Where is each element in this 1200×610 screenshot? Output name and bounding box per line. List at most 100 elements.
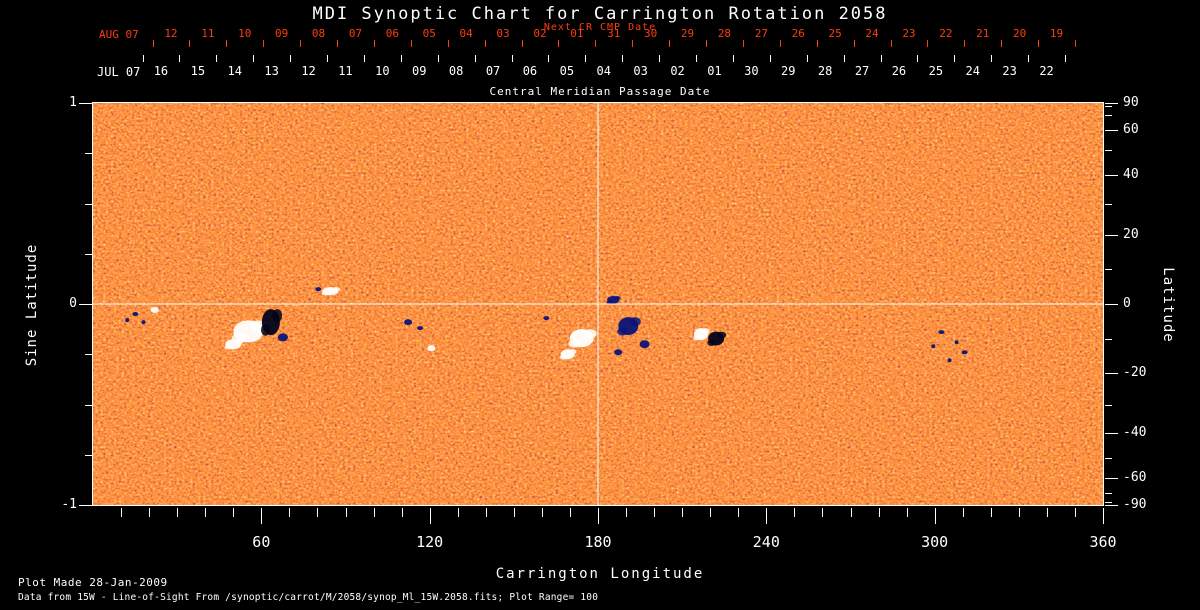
- active-region-navy: [141, 320, 146, 325]
- cmp-day-tick: [843, 55, 845, 62]
- cmp-day-tick: [917, 55, 919, 62]
- next-cr-day-tick: [779, 40, 781, 47]
- next-cr-day-tick: [484, 40, 486, 47]
- latitude-tick-label: 20: [1123, 227, 1139, 243]
- magnetogram-heatmap: [93, 103, 1103, 505]
- next-cr-day-tick: [669, 40, 671, 47]
- longitude-tick: [850, 508, 852, 517]
- data-source-note: Data from 15W - Line-of-Sight From /syno…: [18, 592, 599, 603]
- active-region-navy: [606, 300, 613, 305]
- latitude-tick-label: -90: [1123, 497, 1147, 512]
- active-region-black: [260, 324, 270, 336]
- latitude-tick-label: -40: [1123, 425, 1147, 441]
- next-cr-day-tick: [521, 40, 523, 47]
- next-cr-date-label: 05: [422, 27, 436, 40]
- cmp-date-label: 24: [965, 64, 980, 78]
- cmp-date-label: 26: [891, 64, 907, 78]
- cmp-date-label: 15: [190, 64, 206, 78]
- cmp-date-label: 16: [153, 64, 169, 78]
- cmp-date-label: 29: [781, 64, 796, 78]
- cmp-date-label: 02: [670, 64, 685, 78]
- cmp-date-label: 27: [854, 64, 870, 78]
- cmp-date-label: 23: [1002, 64, 1017, 78]
- next-cr-date-label: 01: [570, 27, 584, 40]
- cmp-day-tick: [474, 55, 476, 62]
- longitude-tick: [766, 508, 768, 524]
- longitude-tick-label: 180: [584, 533, 612, 551]
- longitude-tick: [345, 508, 347, 517]
- latitude-tick: [1105, 433, 1118, 435]
- next-cr-day-tick: [263, 40, 265, 47]
- longitude-tick: [1018, 508, 1020, 517]
- active-region-white: [568, 349, 577, 355]
- latitude-tick: [1105, 372, 1118, 374]
- sine-latitude-minor-tick: [85, 203, 92, 205]
- next-cr-date-label: 24: [865, 27, 879, 40]
- longitude-tick: [289, 508, 291, 517]
- longitude-tick: [962, 508, 964, 517]
- sine-latitude-tick-label: 0: [69, 296, 77, 311]
- next-cr-day-tick: [558, 40, 560, 47]
- longitude-tick: [205, 508, 207, 517]
- next-cr-date-label: 23: [902, 27, 916, 40]
- latitude-tick: [1105, 304, 1118, 305]
- active-region-navy: [277, 333, 288, 342]
- cmp-day-tick: [363, 55, 365, 62]
- next-cr-day-tick: [410, 40, 412, 47]
- next-cr-date-label: 10: [238, 27, 252, 40]
- latitude-minor-tick: [1105, 492, 1112, 494]
- longitude-tick: [598, 508, 599, 524]
- cmp-day-tick: [437, 55, 439, 62]
- active-region-white: [224, 344, 233, 350]
- next-cr-date-label: 21: [976, 27, 990, 40]
- next-cr-date-label: 04: [459, 27, 473, 40]
- cmp-day-tick: [400, 55, 402, 62]
- longitude-tick: [906, 508, 908, 517]
- longitude-tick: [934, 508, 936, 524]
- cmp-day-tick: [991, 55, 993, 62]
- next-cr-day-tick: [1075, 40, 1076, 47]
- latitude-tick-label: -60: [1123, 470, 1147, 486]
- longitude-tick-label: 300: [921, 533, 949, 551]
- latitude-tick: [1105, 103, 1118, 104]
- active-region-navy: [614, 295, 621, 300]
- active-region-white: [568, 339, 581, 348]
- longitude-axis-title: Carrington Longitude: [495, 566, 705, 582]
- longitude-tick: [1074, 508, 1076, 517]
- active-regions-layer: [125, 287, 968, 363]
- longitude-tick: [878, 508, 880, 517]
- cmp-day-tick: [880, 55, 882, 62]
- cmp-date-label: 25: [928, 64, 944, 78]
- next-cr-day-tick: [742, 40, 744, 47]
- cmp-day-tick: [511, 55, 513, 62]
- active-region-white: [150, 307, 159, 314]
- cmp-day-tick: [1028, 55, 1030, 62]
- next-cr-date-label: 22: [939, 27, 953, 40]
- next-cr-date-label: 27: [754, 27, 768, 40]
- cmp-day-tick: [696, 55, 697, 62]
- active-region-navy: [404, 319, 413, 326]
- next-cr-day-tick: [816, 40, 818, 47]
- longitude-tick: [682, 508, 684, 517]
- latitude-minor-tick: [1105, 404, 1112, 406]
- cmp-date-label: 03: [633, 64, 648, 78]
- next-cr-day-tick: [337, 40, 338, 47]
- cmp-date-label: 11: [338, 64, 353, 78]
- sine-latitude-minor-tick: [85, 354, 92, 356]
- cmp-axis-title: Central Meridian Passage Date: [489, 85, 711, 98]
- next-cr-date-label: 19: [1049, 27, 1064, 40]
- longitude-tick: [373, 508, 375, 517]
- cmp-date-label: 06: [522, 64, 538, 78]
- longitude-tick: [401, 508, 403, 517]
- next-cr-date-label: 25: [828, 27, 842, 40]
- active-region-black: [707, 339, 716, 346]
- cmp-day-tick: [1065, 55, 1066, 62]
- active-region-navy: [617, 327, 628, 336]
- active-region-navy: [417, 326, 424, 331]
- longitude-tick: [149, 508, 151, 517]
- next-cr-date-label: 03: [496, 27, 510, 40]
- longitude-tick: [485, 508, 487, 517]
